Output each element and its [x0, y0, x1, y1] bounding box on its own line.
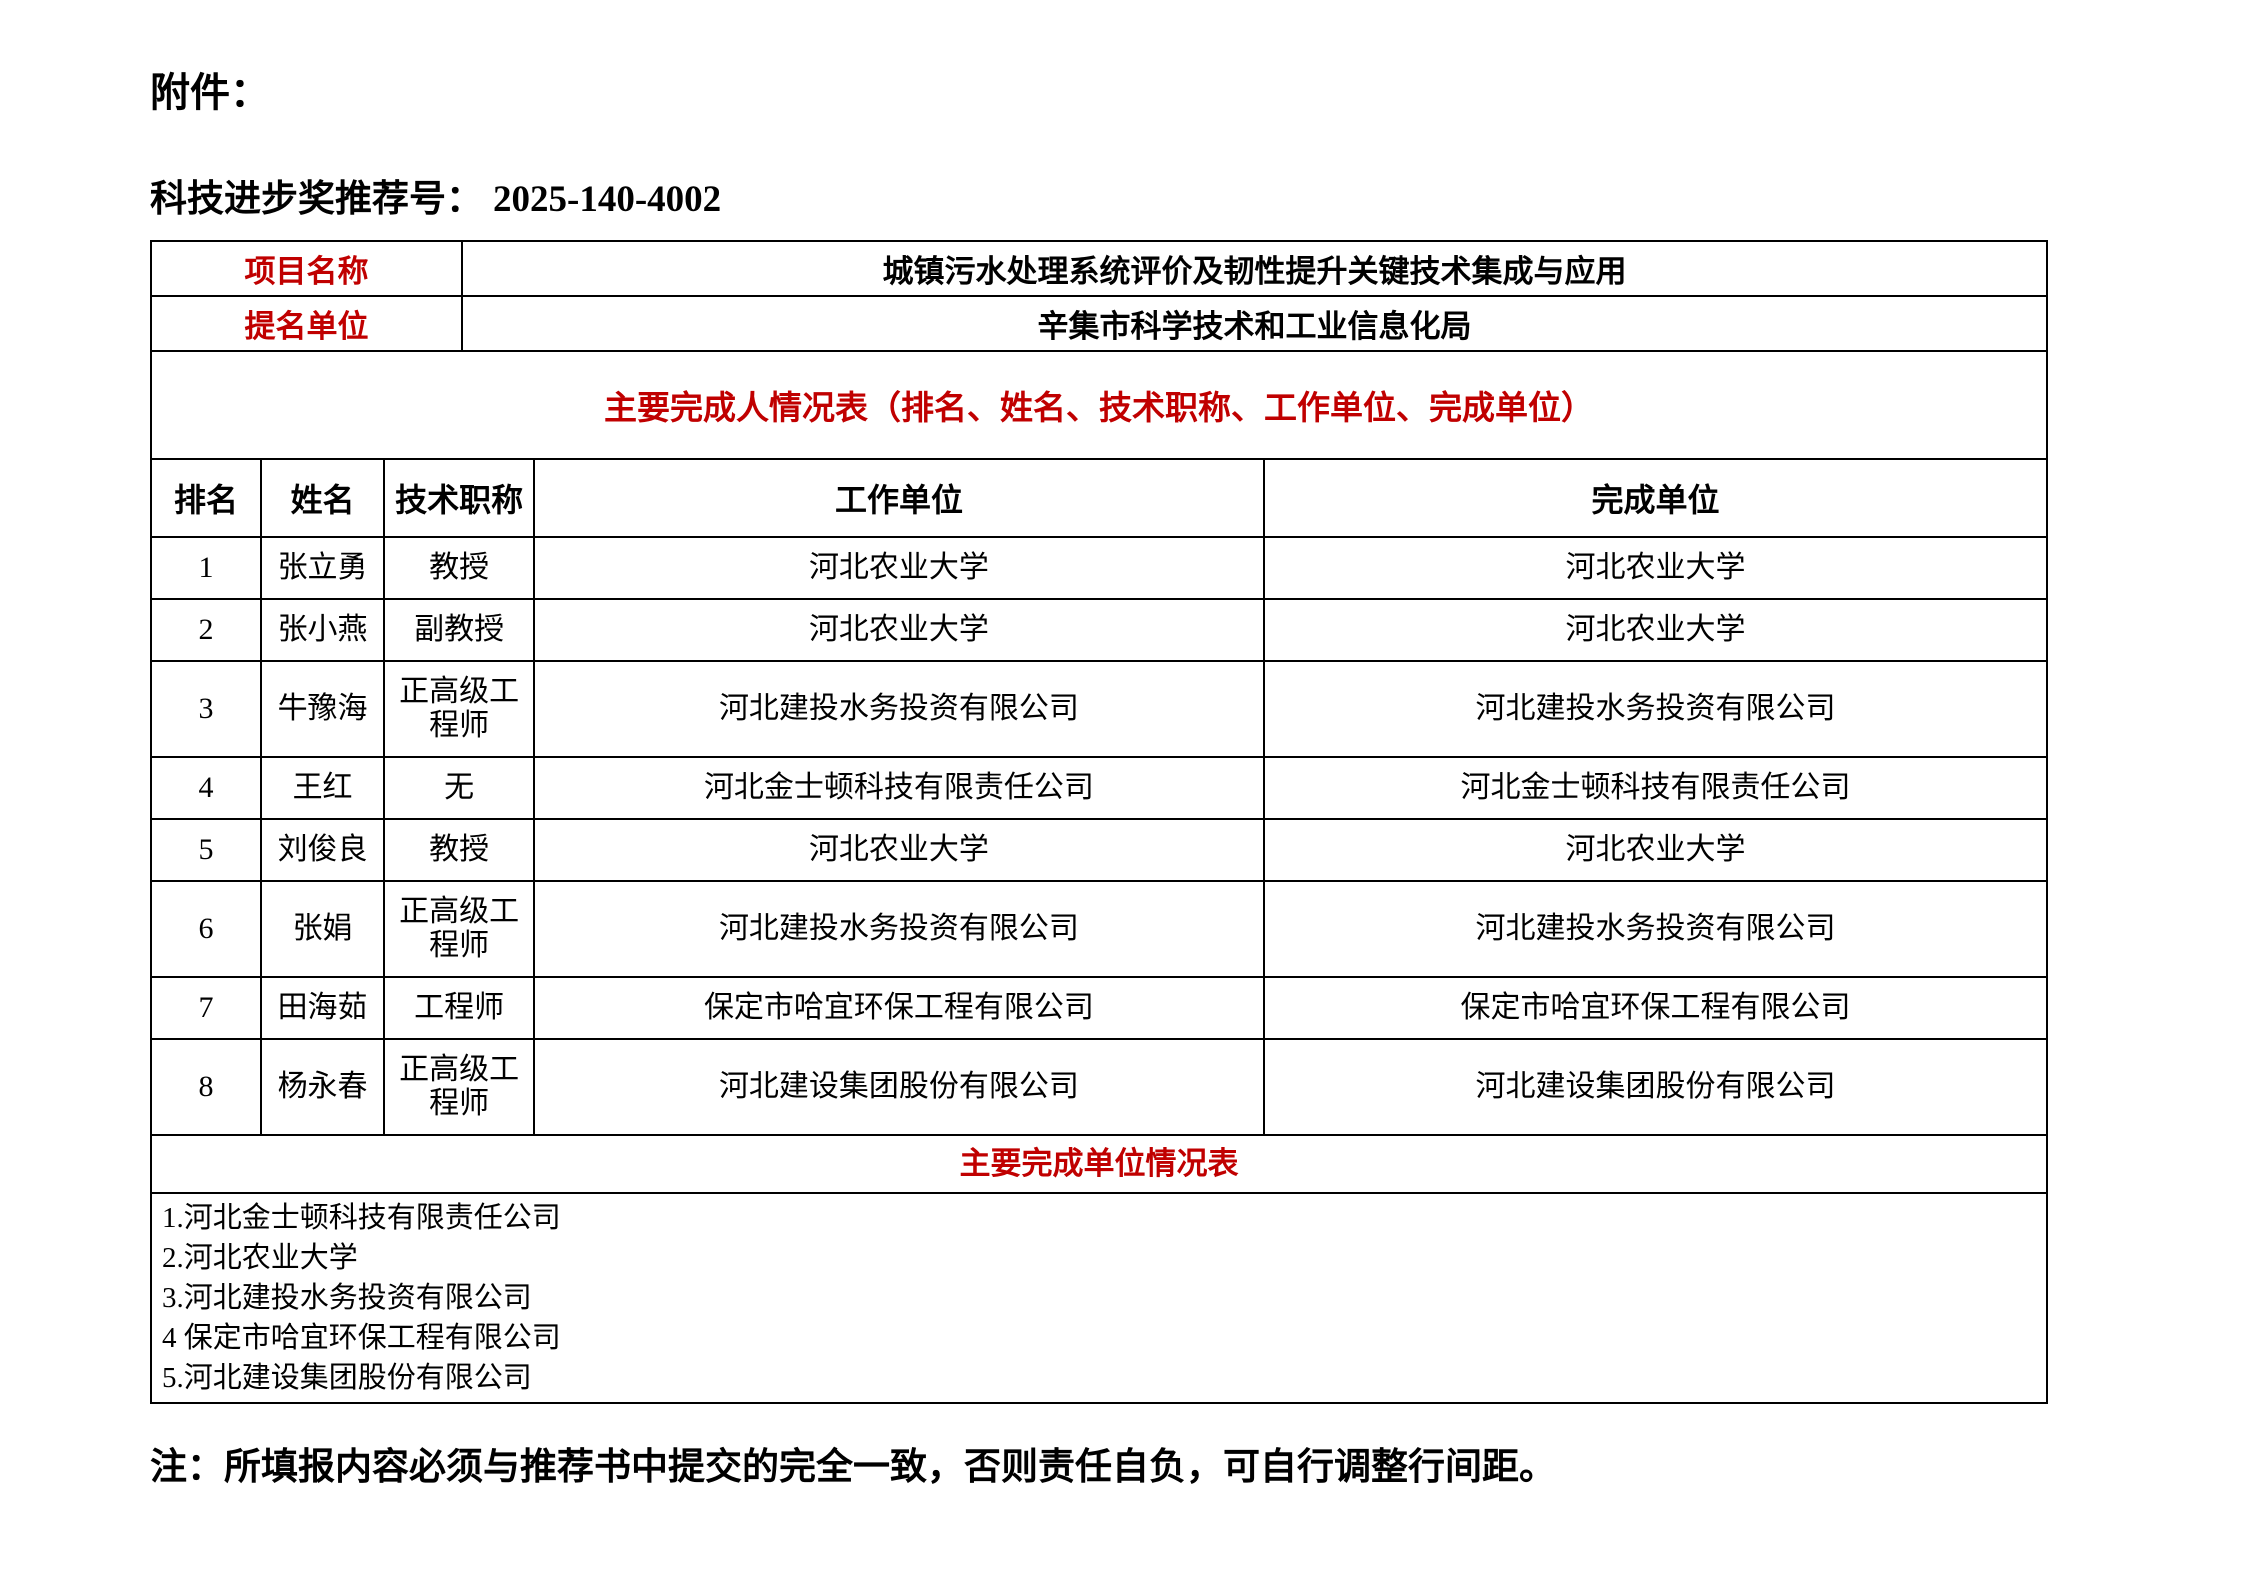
person-column-header: 姓名	[259, 458, 386, 538]
person-cell: 教授	[383, 536, 535, 600]
person-row: 2 张小燕 副教授 河北农业大学 河北农业大学	[150, 598, 2049, 662]
person-cell: 田海茹	[259, 976, 386, 1040]
person-cell: 河北农业大学	[1262, 598, 2049, 662]
person-table-title: 主要完成人情况表（排名、姓名、技术职称、工作单位、完成单位）	[150, 352, 2048, 458]
person-cell: 王红	[259, 756, 386, 820]
person-row: 7 田海茹 工程师 保定市哈宜环保工程有限公司 保定市哈宜环保工程有限公司	[150, 976, 2049, 1040]
person-cell: 4	[150, 756, 262, 820]
person-cell: 河北建设集团股份有限公司	[1262, 1038, 2049, 1136]
person-cell: 6	[150, 880, 262, 978]
person-row: 3 牛豫海 正高级工程师 河北建投水务投资有限公司 河北建投水务投资有限公司	[150, 660, 2049, 758]
person-cell: 河北建投水务投资有限公司	[1262, 660, 2049, 758]
person-row: 4 王红无河北金士顿科技有限责任公司 河北金士顿科技有限责任公司	[150, 756, 2049, 820]
person-column-header: 排名	[150, 458, 262, 538]
person-table-header-row: 排名 姓名 技术职称 工作单位 完成单位	[150, 458, 2049, 538]
attachment-label: 附件：	[150, 70, 270, 115]
person-cell: 无	[383, 756, 535, 820]
award-form: 项目名称 城镇污水处理系统评价及韧性提升关键技术集成与应用 提名单位 辛集市科学技术和…	[150, 240, 2049, 1404]
info-row-value: 城镇污水处理系统评价及韧性提升关键技术集成与应用	[460, 240, 2049, 297]
person-column-header: 工作单位	[532, 458, 1265, 538]
person-cell: 河北农业大学	[532, 818, 1265, 882]
person-cell: 张小燕	[259, 598, 386, 662]
project-info-table: 项目名称 城镇污水处理系统评价及韧性提升关键技术集成与应用 提名单位 辛集市科学技术和…	[150, 240, 2049, 352]
person-cell: 1	[150, 536, 262, 600]
person-cell: 3	[150, 660, 262, 758]
person-column-header: 完成单位	[1262, 458, 2049, 538]
unit-list-item: 1.河北金士顿科技有限责任公司	[162, 1202, 561, 1234]
person-cell: 2	[150, 598, 262, 662]
info-row: 提名单位 辛集市科学技术和工业信息化局	[150, 295, 2049, 352]
note-text: 注：所填报内容必须与推荐书中提交的完全一致，否则责任自负，可自行调整行间距。	[150, 1447, 1556, 1488]
person-row: 1 张立勇 教授 河北农业大学 河北农业大学	[150, 536, 2049, 600]
person-row: 6 张娟 正高级工程师 河北建投水务投资有限公司 河北建投水务投资有限公司	[150, 880, 2049, 978]
person-cell: 保定市哈宜环保工程有限公司	[532, 976, 1265, 1040]
info-row-label: 项目名称	[150, 240, 463, 297]
person-column-header: 技术职称	[383, 458, 535, 538]
unit-list-item: 5.河北建设集团股份有限公司	[162, 1362, 532, 1394]
document-page: 附件： 科技进步奖推荐号： 2025-140-4002 项目名称 城镇污水处理系统评…	[0, 60, 2245, 1490]
person-cell: 正高级工程师	[383, 880, 535, 978]
unit-list-item: 4 保定市哈宜环保工程有限公司	[162, 1322, 561, 1354]
person-cell: 牛豫海	[259, 660, 386, 758]
person-cell: 教授	[383, 818, 535, 882]
person-cell: 张立勇	[259, 536, 386, 600]
recommendation-line: 科技进步奖推荐号： 2025-140-4002	[150, 168, 2245, 222]
info-row: 项目名称 城镇污水处理系统评价及韧性提升关键技术集成与应用	[150, 240, 2049, 297]
person-cell: 河北建投水务投资有限公司	[1262, 880, 2049, 978]
person-cell: 刘俊良	[259, 818, 386, 882]
person-cell: 河北农业大学	[1262, 536, 2049, 600]
person-cell: 正高级工程师	[383, 1038, 535, 1136]
person-cell: 工程师	[383, 976, 535, 1040]
person-cell: 河北建投水务投资有限公司	[532, 880, 1265, 978]
person-row: 5 刘俊良 教授 河北农业大学 河北农业大学	[150, 818, 2049, 882]
person-cell: 河北农业大学	[532, 598, 1265, 662]
unit-table-title: 主要完成单位情况表	[150, 1136, 2048, 1194]
person-cell: 5	[150, 818, 262, 882]
person-row: 8 杨永春 正高级工程师 河北建设集团股份有限公司 河北建设集团股份有限公司	[150, 1038, 2049, 1136]
person-cell: 7	[150, 976, 262, 1040]
person-cell: 8	[150, 1038, 262, 1136]
info-row-label: 提名单位	[150, 295, 463, 352]
info-row-value: 辛集市科学技术和工业信息化局	[460, 295, 2049, 352]
person-cell: 河北农业大学	[1262, 818, 2049, 882]
person-cell: 杨永春	[259, 1038, 386, 1136]
recommendation-number: 2025-140-4002	[493, 179, 722, 220]
person-cell: 河北金士顿科技有限责任公司	[1262, 756, 2049, 820]
project-info-body: 项目名称 城镇污水处理系统评价及韧性提升关键技术集成与应用 提名单位 辛集市科学技术和…	[150, 240, 2049, 352]
person-table-body: 1 张立勇 教授 河北农业大学 河北农业大学 2 张小燕 副教授 河北农业大学 河北农业大学 3 牛豫…	[150, 536, 2049, 1136]
unit-list-item: 2.河北农业大学	[162, 1242, 358, 1274]
person-cell: 副教授	[383, 598, 535, 662]
person-cell: 河北农业大学	[532, 536, 1265, 600]
person-cell: 保定市哈宜环保工程有限公司	[1262, 976, 2049, 1040]
person-cell: 河北金士顿科技有限责任公司	[532, 756, 1265, 820]
person-cell: 河北建投水务投资有限公司	[532, 660, 1265, 758]
person-cell: 张娟	[259, 880, 386, 978]
unit-list: 1.河北金士顿科技有限责任公司 2.河北农业大学 3.河北建投水务投资有限公司 4 保…	[150, 1194, 2048, 1404]
person-table: 排名 姓名 技术职称 工作单位 完成单位 1 张立勇 教授 河北农业大学 河北农业大学 2 张小燕副…	[150, 458, 2049, 1136]
person-cell: 河北建设集团股份有限公司	[532, 1038, 1265, 1136]
recommendation-label: 科技进步奖推荐号：	[150, 179, 483, 220]
person-cell: 正高级工程师	[383, 660, 535, 758]
unit-list-item: 3.河北建投水务投资有限公司	[162, 1282, 532, 1314]
